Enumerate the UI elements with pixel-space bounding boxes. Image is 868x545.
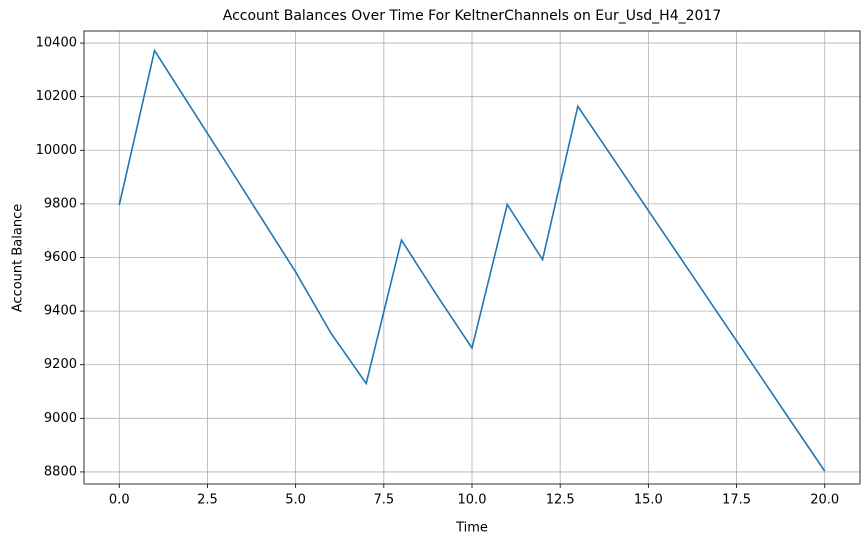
chart-title: Account Balances Over Time For KeltnerCh…	[223, 8, 722, 24]
y-tick-label: 9200	[44, 357, 77, 372]
data-line	[118, 48, 826, 472]
x-axis-label: Time	[455, 521, 488, 536]
x-tick-label: 12.5	[546, 493, 575, 508]
x-tick-label: 20.0	[810, 493, 839, 508]
y-tick-label: 8800	[44, 464, 77, 479]
y-tick-label: 10400	[36, 36, 77, 51]
x-tick-label: 5.0	[285, 493, 306, 508]
x-tick-label: 10.0	[458, 493, 487, 508]
plot-frame	[83, 30, 861, 485]
x-tick-label: 7.5	[373, 493, 394, 508]
y-tick-label: 9000	[44, 411, 77, 426]
y-axis-label: Account Balance	[11, 204, 26, 312]
y-tick-label: 10200	[36, 89, 77, 104]
x-tick-label: 2.5	[197, 493, 218, 508]
x-tick-label: 0.0	[109, 493, 130, 508]
y-tick-label: 9600	[44, 250, 77, 265]
x-tick-label: 17.5	[722, 493, 751, 508]
y-tick-label: 9400	[44, 304, 77, 319]
y-tick-label: 9800	[44, 196, 77, 211]
x-tick-label: 15.0	[634, 493, 663, 508]
y-tick-label: 10000	[36, 143, 77, 158]
